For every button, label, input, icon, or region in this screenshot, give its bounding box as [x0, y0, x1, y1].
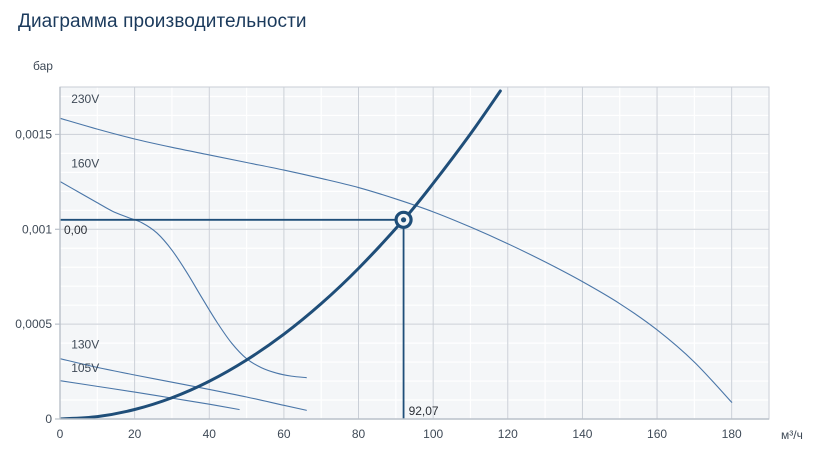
x-tick-label: 180	[722, 427, 742, 441]
x-axis-unit-label: м³/ч	[781, 428, 803, 442]
operating-point-labels: 0,00 92,07	[64, 223, 439, 418]
x-tick-label: 40	[203, 427, 217, 441]
operating-point-marker-center[interactable]	[400, 217, 407, 223]
operating-point-indicators	[60, 210, 413, 419]
y-tick-label: 0	[45, 412, 52, 426]
x-tick-label: 60	[277, 427, 291, 441]
curve-105v	[60, 380, 240, 411]
operating-point-head-label: 0,00	[64, 223, 88, 237]
curve-130v	[60, 358, 307, 411]
x-tick-label: 140	[572, 427, 592, 441]
page-title: Диаграмма производительности	[18, 11, 307, 32]
curve-label-160v: 160V	[71, 157, 99, 171]
x-tick-label: 20	[128, 427, 142, 441]
curve-system-curve	[60, 89, 502, 419]
curve-230v	[60, 117, 733, 403]
operating-point-flow-label: 92,07	[409, 404, 439, 418]
curve-inline-labels: 230V 160V 130V 105V	[71, 92, 99, 375]
curve-label-130v: 130V	[71, 337, 99, 351]
axis-tick-labels: 0 0,0005 0,001 0,0015 0 20 40 60 80 100 120 140 160 1…	[15, 127, 742, 441]
y-tick-label: 0,0015	[15, 127, 52, 141]
axis-lines	[59, 87, 769, 420]
y-tick-label: 0,001	[22, 222, 52, 236]
x-tick-label: 120	[498, 427, 518, 441]
y-tick-label: 0,0005	[15, 317, 52, 331]
y-axis-unit-label: бар	[33, 59, 53, 73]
x-tick-label: 160	[647, 427, 667, 441]
curve-series-group	[60, 89, 733, 419]
x-tick-label: 0	[57, 427, 64, 441]
plot-background	[60, 87, 769, 419]
x-tick-label: 100	[423, 427, 443, 441]
curve-label-230v: 230V	[71, 92, 99, 106]
x-tick-label: 80	[352, 427, 366, 441]
curve-label-105v: 105V	[71, 361, 99, 375]
curve-160v	[60, 180, 307, 379]
